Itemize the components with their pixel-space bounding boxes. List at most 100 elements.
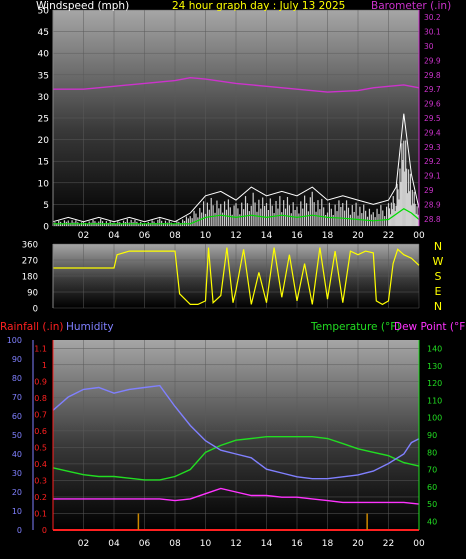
rainfall-tick-label: 0.7 (34, 410, 47, 419)
x-tick-label: 08 (169, 539, 181, 549)
rainfall-tick-label: 0.3 (34, 476, 47, 485)
x-tick-label: 10 (200, 231, 212, 241)
wind-direction-series (53, 247, 420, 306)
x-tick-label: 00 (413, 539, 425, 549)
temperature-tick-label: 60 (427, 483, 437, 492)
rain-hum-temp-x-ticks: 02 04 06 08 10 12 14 16 18 20 22 00 (78, 539, 425, 549)
windspeed-tick-label: 15 (38, 158, 49, 168)
x-tick-label: 08 (169, 231, 181, 241)
barometer-tick-label: 30 (424, 42, 434, 51)
x-tick-label: 00 (413, 231, 425, 241)
compass-label: W (433, 255, 444, 268)
humidity-tick-label: 10 (12, 507, 22, 516)
barometer-tick-label: 29.9 (424, 56, 441, 65)
wind-direction-gridlines (53, 243, 420, 309)
x-tick-label: 20 (352, 539, 364, 549)
rainfall-tick-label: 0.5 (34, 443, 47, 452)
rainfall-axis-ticks: 0 0.1 0.2 0.3 0.4 0.5 0.6 0.7 0.8 0.9 1 1.1 (34, 344, 47, 535)
barometer-tick-label: 29.8 (424, 71, 441, 80)
barometer-tick-label: 29.7 (424, 85, 441, 94)
barometer-axis-label: Barometer (.in) (371, 0, 451, 12)
temperature-tick-label: 50 (427, 500, 437, 509)
barometer-tick-label: 29.2 (424, 157, 441, 166)
rainfall-axis-label: Rainfall (.in) (0, 321, 63, 333)
compass-label: N (434, 300, 442, 313)
temperature-tick-label: 100 (427, 414, 442, 423)
humidity-axis-label: Humidity (66, 321, 114, 333)
temperature-axis-label: Temperature (°F) (310, 321, 400, 333)
compass-label: S (435, 270, 442, 283)
windspeed-axis-ticks: 0 5 10 15 20 25 30 35 40 45 50 (38, 7, 50, 233)
barometer-tick-label: 28.8 (424, 215, 441, 224)
rainfall-tick-label: 0.6 (34, 427, 47, 436)
x-tick-label: 16 (291, 231, 303, 241)
wind-gust-line (52, 113, 420, 223)
humidity-tick-label: 100 (7, 336, 22, 345)
barometer-tick-label: 28.9 (424, 200, 441, 209)
rainfall-tick-label: 1 (42, 361, 47, 370)
temperature-tick-label: 70 (427, 466, 437, 475)
windspeed-axis-label: Windspeed (mph) (36, 0, 129, 12)
direction-tick-label: 0 (33, 305, 38, 315)
windspeed-tick-label: 10 (38, 179, 50, 189)
temperature-line (52, 436, 420, 481)
temperature-tick-label: 110 (427, 396, 442, 405)
temperature-tick-label: 80 (427, 448, 437, 457)
windspeed-tick-label: 0 (43, 223, 49, 233)
x-tick-label: 14 (261, 231, 273, 241)
barometer-line (53, 76, 420, 93)
humidity-tick-label: 20 (12, 488, 22, 497)
humidity-tick-label: 40 (12, 450, 22, 459)
direction-tick-label: 270 (22, 257, 38, 267)
rainfall-tick-label: 0.9 (34, 377, 47, 386)
x-tick-label: 18 (322, 231, 334, 241)
humidity-tick-label: 50 (12, 431, 22, 440)
dewpoint-line (53, 487, 420, 505)
rainfall-tick-label: 0.4 (34, 460, 47, 469)
humidity-line (52, 384, 420, 480)
wind-avg-series (53, 207, 420, 225)
direction-axis-ticks: 0 90 180 270 360 (22, 241, 38, 315)
temperature-tick-label: 90 (427, 431, 437, 440)
windspeed-tick-label: 50 (38, 7, 50, 17)
x-tick-label: 02 (78, 231, 89, 241)
x-tick-label: 22 (383, 231, 394, 241)
windspeed-tick-label: 40 (38, 50, 50, 60)
direction-tick-label: 90 (27, 289, 38, 299)
wind-baro-gridlines (53, 9, 420, 227)
temperature-series (52, 436, 420, 481)
rainfall-tick-label: 0 (42, 526, 47, 535)
humidity-tick-label: 90 (12, 355, 22, 364)
windspeed-tick-label: 45 (38, 28, 49, 38)
x-tick-label: 18 (322, 539, 334, 549)
wind-direction-line (53, 247, 420, 306)
temperature-tick-label: 40 (427, 517, 437, 526)
humidity-series (52, 384, 420, 480)
humidity-tick-label: 80 (12, 374, 22, 383)
humidity-tick-label: 60 (12, 412, 22, 421)
rainfall-tick-label: 0.8 (34, 394, 47, 403)
x-tick-label: 04 (108, 231, 120, 241)
temperature-tick-label: 140 (427, 345, 442, 354)
x-tick-label: 06 (139, 231, 151, 241)
barometer-tick-label: 29.1 (424, 172, 441, 181)
humidity-tick-label: 70 (12, 393, 22, 402)
x-tick-label: 02 (78, 539, 89, 549)
x-tick-label: 10 (200, 539, 212, 549)
barometer-tick-label: 29.5 (424, 114, 441, 123)
rainfall-tick-label: 1.1 (34, 344, 47, 353)
compass-label: E (435, 285, 442, 298)
wind-baro-x-ticks: 02 04 06 08 10 12 14 16 18 20 22 00 (78, 231, 425, 241)
windspeed-tick-label: 20 (38, 136, 50, 146)
x-tick-label: 22 (383, 539, 394, 549)
barometer-tick-label: 29.3 (424, 143, 441, 152)
humidity-tick-label: 0 (17, 526, 22, 535)
x-tick-label: 20 (352, 231, 364, 241)
barometer-series (53, 76, 420, 93)
windspeed-tick-label: 35 (38, 71, 49, 81)
wind-gust-series (52, 113, 420, 226)
dewpoint-axis-label: Dew Point (°F) (394, 321, 466, 333)
x-tick-label: 06 (139, 539, 151, 549)
